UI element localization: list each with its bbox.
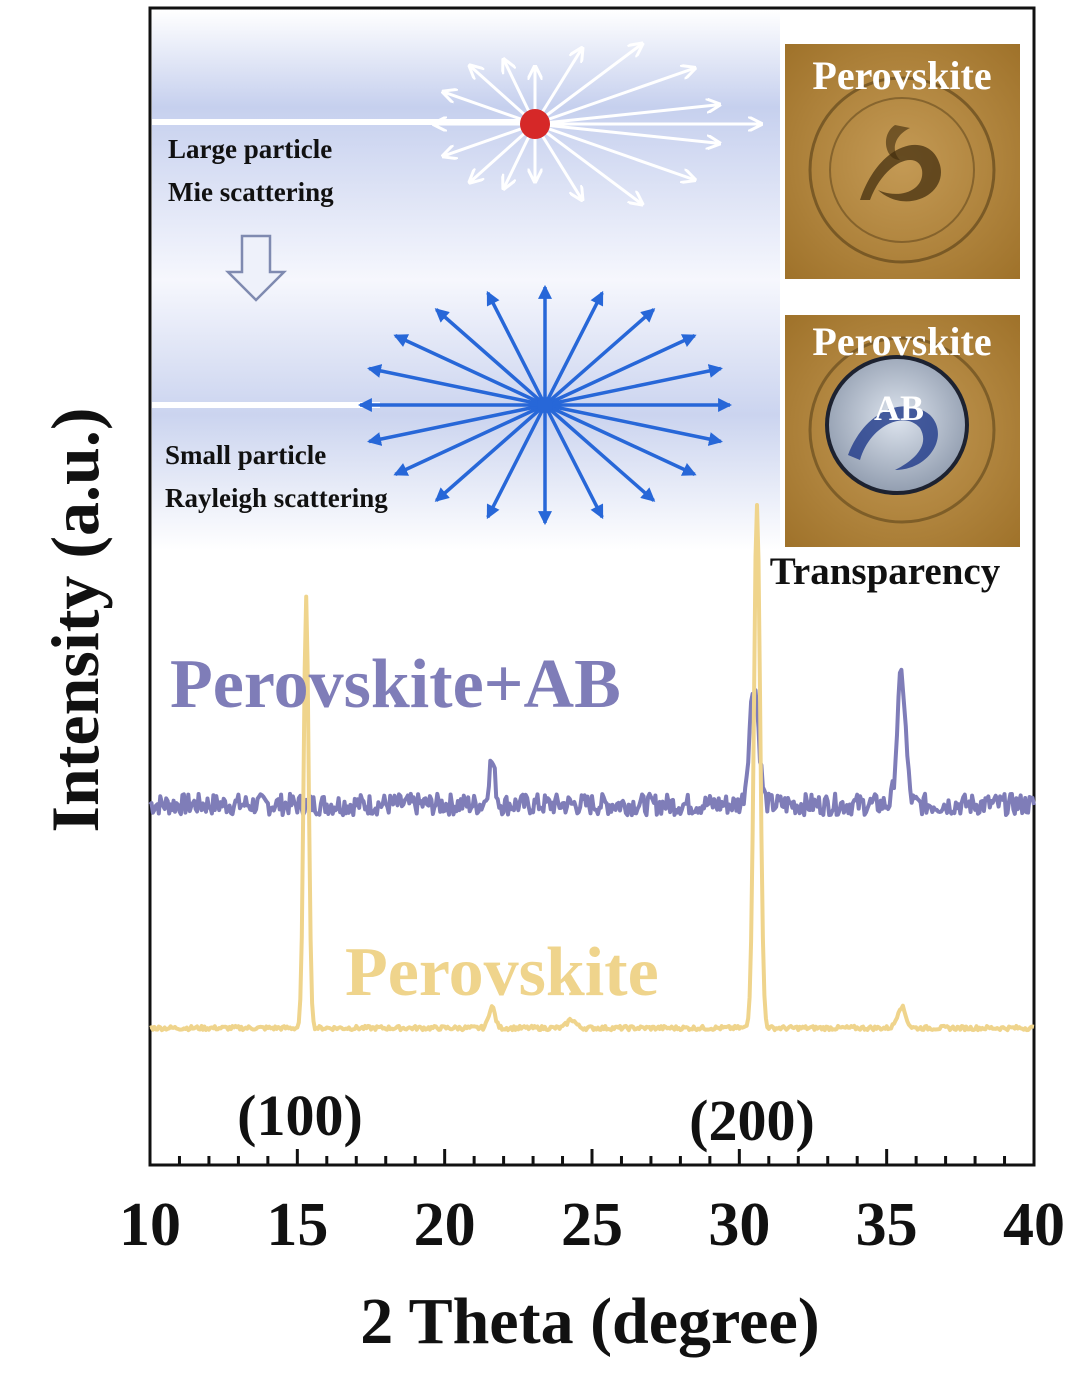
rayleigh-ray-arrow-icon: [486, 290, 547, 406]
legend-perovskite: Perovskite: [345, 934, 659, 1011]
rayleigh-ray-arrow-icon: [543, 290, 604, 406]
x-tick-label: 10: [119, 1191, 181, 1259]
small-particle-icon: [537, 397, 553, 413]
x-axis-ticks: [148, 1149, 1036, 1165]
rayleigh-ray-arrow-icon: [393, 334, 546, 407]
ab-coated-spot: [825, 355, 969, 495]
x-tick-label: 35: [856, 1191, 918, 1259]
rayleigh-scattering-label: Rayleigh scattering: [165, 483, 388, 513]
photo-seal-inner-ring: [829, 97, 975, 243]
rayleigh-ray-arrow-icon: [544, 403, 697, 476]
mie-ray-arrow-icon: [444, 92, 536, 126]
rayleigh-ray-arrow-icon: [544, 364, 723, 407]
rayleigh-ray-arrow-icon: [393, 403, 546, 476]
x-tick-label: 40: [1003, 1191, 1065, 1259]
rayleigh-ray-arrow-icon: [544, 403, 723, 446]
photo-seal-logo: [860, 144, 941, 202]
photo1-label: Perovskite: [812, 53, 991, 98]
transparency-label: Transparency: [770, 550, 1001, 593]
mie-ray-arrow-icon: [534, 69, 694, 126]
legend-perovskite-ab: Perovskite+AB: [170, 646, 621, 723]
rayleigh-ray-arrow-icon: [543, 403, 656, 502]
rayleigh-ray-arrow-icon: [434, 308, 547, 407]
x-axis-label: 2 Theta (degree): [360, 1285, 819, 1358]
rayleigh-ray-arrow-icon: [367, 403, 546, 446]
x-tick-label: 20: [414, 1191, 476, 1259]
rayleigh-ray-arrow-icon: [544, 334, 697, 407]
rayleigh-ray-arrow-icon: [486, 404, 547, 520]
photo-perovskite-ab: Perovskite AB: [785, 315, 1020, 547]
series-perovskite-line: [149, 503, 1035, 1033]
photo-seal-ring: [808, 76, 996, 264]
down-arrow-icon: [224, 234, 288, 302]
mie-ray-arrow-icon: [534, 45, 641, 126]
photo-seal-leaf: [885, 125, 910, 160]
small-particle-label: Small particle: [165, 440, 326, 470]
photo2-seal-logo: [848, 406, 938, 470]
mie-ray-arrow-icon: [534, 122, 718, 143]
mie-scattering-label: Mie scattering: [168, 177, 334, 207]
x-axis-tick-labels: 10 15 20 25 30 35 40: [119, 1191, 1065, 1259]
y-axis-label: Intensity (a.u.): [37, 407, 113, 832]
photo-perovskite-film: [785, 44, 1020, 279]
large-particle-label: Large particle: [168, 134, 332, 164]
rayleigh-scattering-rays: [357, 284, 733, 526]
photo-perovskite: Perovskite: [785, 44, 1020, 279]
mie-ray-arrow-icon: [534, 122, 641, 204]
mie-ray-arrow-icon: [444, 122, 536, 156]
scattering-inset: Large particle Mie scattering Small part…: [152, 10, 780, 550]
x-tick-label: 30: [708, 1191, 770, 1259]
rayleigh-ray-arrow-icon: [543, 308, 656, 407]
peak-label-200: (200): [689, 1088, 815, 1153]
photo2-sublabel: AB: [874, 388, 924, 428]
x-tick-label: 15: [266, 1191, 328, 1259]
mie-ray-arrow-icon: [534, 122, 694, 180]
rayleigh-ray-arrow-icon: [367, 364, 546, 407]
large-particle-icon: [520, 109, 550, 139]
photo2-label: Perovskite: [812, 319, 991, 364]
photo2-seal-ring: [808, 336, 996, 524]
peak-label-100: (100): [237, 1083, 363, 1148]
rayleigh-ray-arrow-icon: [434, 403, 547, 502]
rayleigh-ray-arrow-icon: [543, 404, 604, 520]
x-tick-label: 25: [561, 1191, 623, 1259]
series-perovskite-ab-line: [148, 667, 1036, 818]
mie-ray-arrow-icon: [534, 105, 718, 126]
